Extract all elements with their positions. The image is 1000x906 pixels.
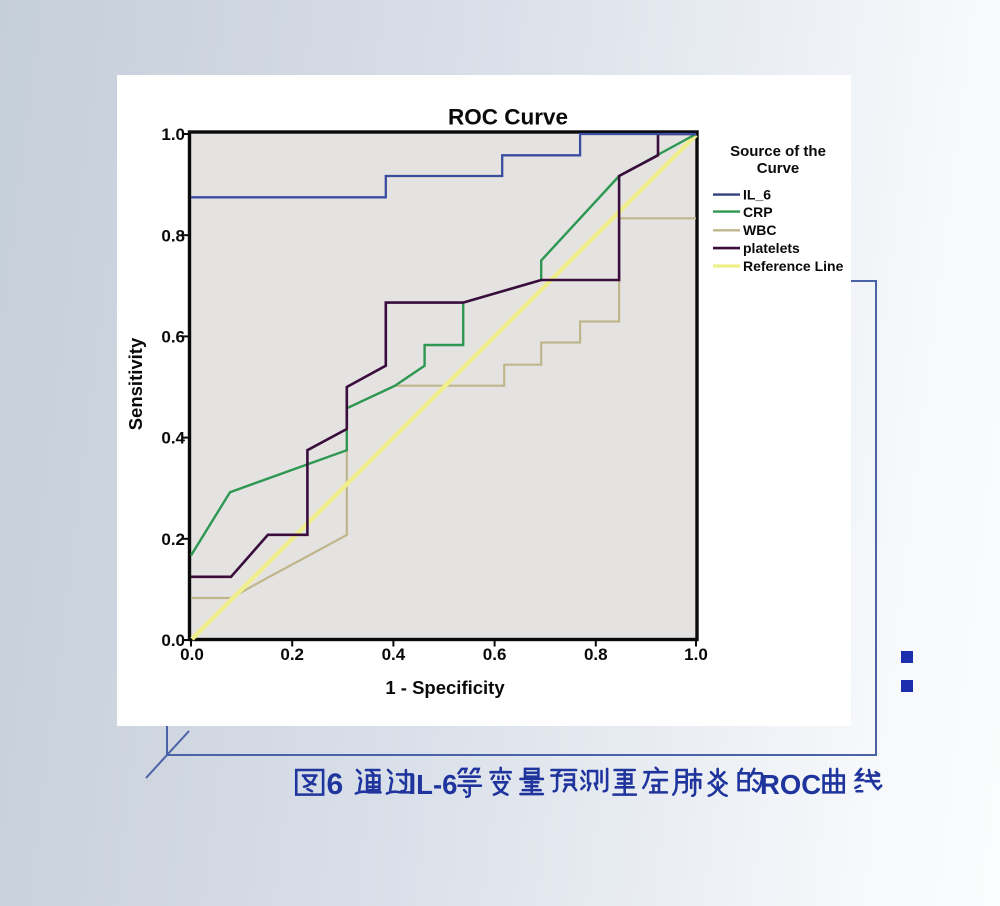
svg-text:0.6: 0.6 [161, 328, 185, 347]
svg-text:0.8: 0.8 [584, 645, 608, 664]
svg-text:IL-6: IL-6 [409, 769, 458, 800]
svg-text:1.0: 1.0 [684, 645, 708, 664]
svg-text:0.4: 0.4 [161, 429, 185, 448]
svg-text:0.8: 0.8 [161, 226, 185, 245]
svg-text:6: 6 [327, 768, 344, 801]
svg-text:0.0: 0.0 [180, 645, 204, 664]
svg-text:0.2: 0.2 [161, 530, 185, 549]
svg-text:Source of the: Source of the [730, 143, 826, 160]
svg-text:0.6: 0.6 [483, 645, 507, 664]
svg-text:ROC: ROC [760, 769, 821, 800]
svg-text:0.2: 0.2 [280, 645, 304, 664]
svg-text:platelets: platelets [743, 240, 800, 256]
svg-text:ROC Curve: ROC Curve [448, 105, 568, 130]
svg-text:Sensitivity: Sensitivity [125, 337, 146, 430]
svg-text:CRP: CRP [743, 204, 773, 220]
svg-text:1 - Specificity: 1 - Specificity [385, 677, 505, 698]
svg-text:1.0: 1.0 [161, 125, 185, 144]
svg-text:0.4: 0.4 [382, 645, 406, 664]
svg-text:Curve: Curve [757, 160, 800, 177]
svg-text:0.0: 0.0 [161, 631, 185, 650]
svg-text:Reference Line: Reference Line [743, 258, 844, 274]
svg-text:IL_6: IL_6 [743, 187, 771, 203]
svg-text:WBC: WBC [743, 222, 776, 238]
